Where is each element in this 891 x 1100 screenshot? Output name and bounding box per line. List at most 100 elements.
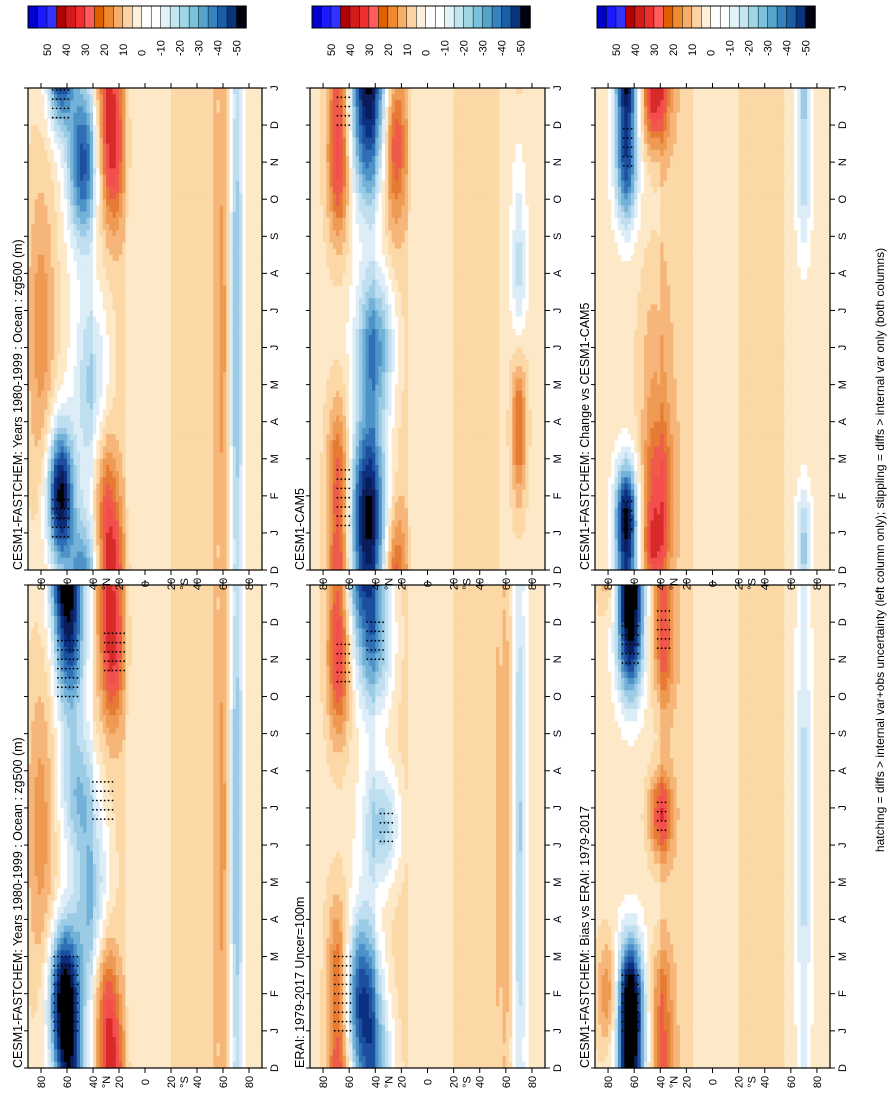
heatmap-cell — [31, 869, 36, 877]
heatmap-cell — [89, 585, 94, 592]
heatmap-cell — [47, 832, 52, 840]
heatmap-cell — [138, 814, 143, 821]
heatmap-cell — [132, 851, 136, 859]
heatmap-cell — [80, 999, 84, 1007]
heatmap-cell — [73, 845, 78, 852]
heatmap-cell — [96, 950, 101, 958]
heatmap-cell — [76, 1055, 81, 1063]
heatmap-cell — [135, 950, 140, 958]
heatmap-cell — [57, 677, 62, 685]
heatmap-cell — [41, 733, 45, 741]
heatmap-cell — [128, 752, 133, 759]
heatmap-cell — [60, 851, 65, 859]
heatmap-cell — [63, 783, 68, 790]
heatmap-cell — [50, 876, 55, 883]
heatmap-cell — [54, 708, 58, 716]
heatmap-cell — [37, 609, 42, 617]
heatmap-cell — [89, 770, 94, 778]
heatmap-cell — [122, 677, 127, 685]
heatmap-cell — [109, 900, 114, 908]
heatmap-cell — [109, 609, 114, 617]
heatmap-cell — [28, 987, 32, 995]
heatmap-cell — [60, 795, 65, 803]
heatmap-cell — [89, 820, 94, 828]
heatmap-cell — [96, 869, 101, 877]
heatmap-cell — [125, 653, 130, 660]
heatmap-cell — [31, 727, 36, 735]
heatmap-cell — [112, 981, 117, 989]
heatmap-cell — [132, 838, 136, 846]
heatmap-cell — [31, 876, 36, 883]
heatmap-cell — [109, 715, 114, 722]
heatmap-cell — [50, 615, 55, 623]
heatmap-cell — [135, 1049, 140, 1057]
heatmap-cell — [86, 764, 91, 772]
heatmap-cell — [115, 814, 120, 821]
heatmap-cell — [34, 944, 39, 951]
heatmap-cell — [44, 758, 49, 766]
heatmap-cell — [86, 1055, 91, 1063]
heatmap-cell — [50, 857, 55, 865]
heatmap-cell — [115, 671, 120, 679]
heatmap-cell — [109, 1049, 114, 1057]
heatmap-cell — [135, 733, 140, 741]
heatmap-cell — [76, 1043, 81, 1051]
heatmap-cell — [44, 838, 49, 846]
heatmap-cell — [132, 1043, 136, 1051]
heatmap-cell — [135, 907, 140, 914]
heatmap-cell — [67, 609, 71, 617]
heatmap-cell — [34, 783, 39, 790]
heatmap-cell — [115, 1049, 120, 1057]
heatmap-cell — [138, 727, 143, 735]
heatmap-cell — [125, 597, 130, 605]
heatmap-cell — [50, 944, 55, 951]
heatmap-cell — [47, 671, 52, 679]
heatmap-cell — [125, 733, 130, 741]
heatmap-cell — [60, 814, 65, 821]
heatmap-cell — [132, 739, 136, 747]
heatmap-cell — [54, 950, 58, 958]
heatmap-cell — [54, 1024, 58, 1032]
heatmap-cell — [31, 863, 36, 871]
heatmap-cell — [76, 838, 81, 846]
heatmap-cell — [54, 882, 58, 890]
heatmap-cell — [96, 609, 101, 617]
heatmap-cell — [99, 764, 104, 772]
heatmap-cell — [70, 894, 75, 902]
heatmap-cell — [57, 591, 62, 598]
heatmap-cell — [28, 653, 32, 660]
heatmap-cell — [54, 597, 58, 605]
heatmap-cell — [73, 634, 78, 642]
heatmap-cell — [60, 609, 65, 617]
heatmap-cell — [109, 615, 114, 623]
heatmap-cell — [73, 733, 78, 741]
heatmap-cell — [128, 727, 133, 735]
heatmap-cell — [50, 702, 55, 710]
heatmap-cell — [135, 944, 140, 951]
heatmap-cell — [89, 1061, 94, 1069]
heatmap-cell — [44, 659, 49, 667]
heatmap-cell — [109, 925, 114, 933]
heatmap-cell — [83, 715, 88, 722]
heatmap-cell — [34, 795, 39, 803]
heatmap-cell — [63, 826, 68, 834]
heatmap-cell — [109, 622, 114, 629]
heatmap-cell — [102, 838, 107, 846]
heatmap-cell — [109, 708, 114, 716]
heatmap-cell — [80, 758, 84, 766]
heatmap-cell — [106, 770, 110, 778]
heatmap-cell — [135, 665, 140, 673]
heatmap-cell — [54, 925, 58, 933]
heatmap-cell — [31, 832, 36, 840]
heatmap-cell — [34, 975, 39, 982]
heatmap-cell — [99, 869, 104, 877]
heatmap-cell — [57, 956, 62, 964]
heatmap-cell — [37, 851, 42, 859]
heatmap-cell — [86, 758, 91, 766]
heatmap-cell — [93, 671, 97, 679]
heatmap-cell — [41, 838, 45, 846]
heatmap-cell — [57, 721, 62, 729]
heatmap-cell — [73, 690, 78, 698]
heatmap-cell — [44, 1018, 49, 1026]
heatmap-cell — [96, 1018, 101, 1026]
